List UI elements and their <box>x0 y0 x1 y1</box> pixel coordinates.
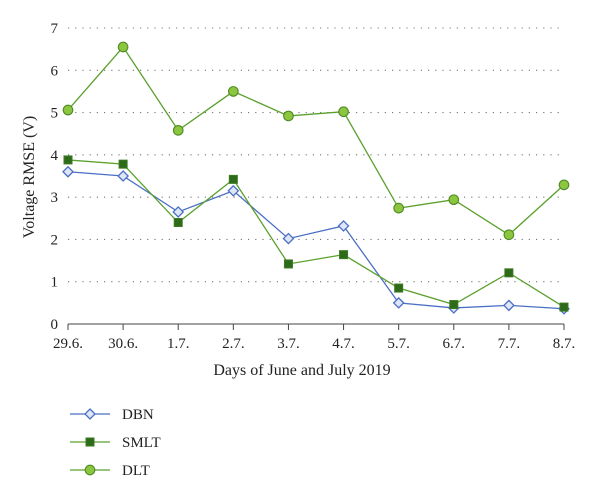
data-point-dbn <box>227 184 240 197</box>
data-point-dbn <box>172 206 185 218</box>
data-point-dlt <box>172 124 184 136</box>
x-tick-label: 7.7. <box>498 336 521 352</box>
data-point-smlt <box>394 283 404 293</box>
series-dbn <box>62 165 570 315</box>
x-tick-label: 5.7. <box>387 336 410 352</box>
series-line-dbn <box>67 171 565 310</box>
grid-lines <box>68 27 564 283</box>
series-smlt <box>63 155 569 312</box>
x-tick-label: 4.7. <box>332 336 355 352</box>
data-point-dlt <box>558 179 570 191</box>
data-point-smlt <box>504 268 514 278</box>
series-layer <box>62 41 570 315</box>
x-tick-label: 6.7. <box>443 336 466 352</box>
legend-marker <box>84 464 96 476</box>
data-point-dbn <box>62 165 74 178</box>
legend-item-dlt: DLT <box>70 463 150 479</box>
y-axis-ticks: 0 1 2 3 4 5 6 7 <box>51 21 59 333</box>
legend-label: DLT <box>122 463 150 479</box>
y-tick-label: 7 <box>51 21 59 37</box>
data-point-dlt <box>393 202 405 214</box>
legend-marker <box>85 437 95 447</box>
data-point-smlt <box>283 259 293 269</box>
legend-marker <box>84 408 96 420</box>
y-tick-label: 1 <box>51 275 59 291</box>
series-dlt <box>62 41 570 241</box>
y-tick-label: 3 <box>51 190 59 206</box>
data-point-dlt <box>227 86 239 97</box>
data-point-smlt <box>339 250 349 260</box>
y-tick-label: 2 <box>51 232 59 248</box>
x-tick-label: 8.7. <box>553 336 576 352</box>
data-point-dbn <box>392 296 405 309</box>
series-line-smlt <box>67 159 565 308</box>
data-point-dbn <box>282 232 295 245</box>
data-point-smlt <box>449 300 459 310</box>
data-point-dlt <box>503 229 515 241</box>
x-tick-label: 3.7. <box>277 336 300 352</box>
data-point-smlt <box>228 174 238 184</box>
legend-label: DBN <box>122 407 154 423</box>
y-tick-label: 0 <box>51 317 59 333</box>
data-point-dbn <box>337 219 350 232</box>
data-point-dlt <box>117 41 129 53</box>
data-point-dbn <box>117 170 130 182</box>
x-tick-label: 29.6. <box>53 336 83 352</box>
y-tick-label: 6 <box>51 63 59 79</box>
data-point-dlt <box>62 104 74 116</box>
y-tick-label: 5 <box>51 106 59 122</box>
legend-item-dbn: DBN <box>70 407 154 423</box>
data-point-smlt <box>118 159 128 169</box>
x-axis-label: Days of June and July 2019 <box>213 362 390 379</box>
y-axis-label: Voltage RMSE (V) <box>21 116 38 238</box>
data-point-dlt <box>338 106 349 118</box>
legend-item-smlt: SMLT <box>70 435 161 451</box>
data-point-dlt <box>448 194 460 206</box>
data-point-smlt <box>559 302 569 312</box>
x-tick-label: 30.6. <box>108 336 138 352</box>
y-tick-label: 4 <box>51 148 59 164</box>
data-point-smlt <box>63 155 73 165</box>
data-point-smlt <box>173 218 183 228</box>
legend: DBN SMLT DLT <box>70 407 161 479</box>
data-point-dbn <box>502 299 515 312</box>
legend-label: SMLT <box>122 435 161 451</box>
x-tick-label: 2.7. <box>222 336 245 352</box>
x-tick-label: 1.7. <box>167 336 190 352</box>
data-point-dlt <box>283 110 294 122</box>
x-axis-ticks: 29.6. 30.6. 1.7. 2.7. 3.7. 4.7. 5.7. 6.7. 7.7. 8.… <box>53 324 575 352</box>
series-line-dlt <box>67 45 565 236</box>
